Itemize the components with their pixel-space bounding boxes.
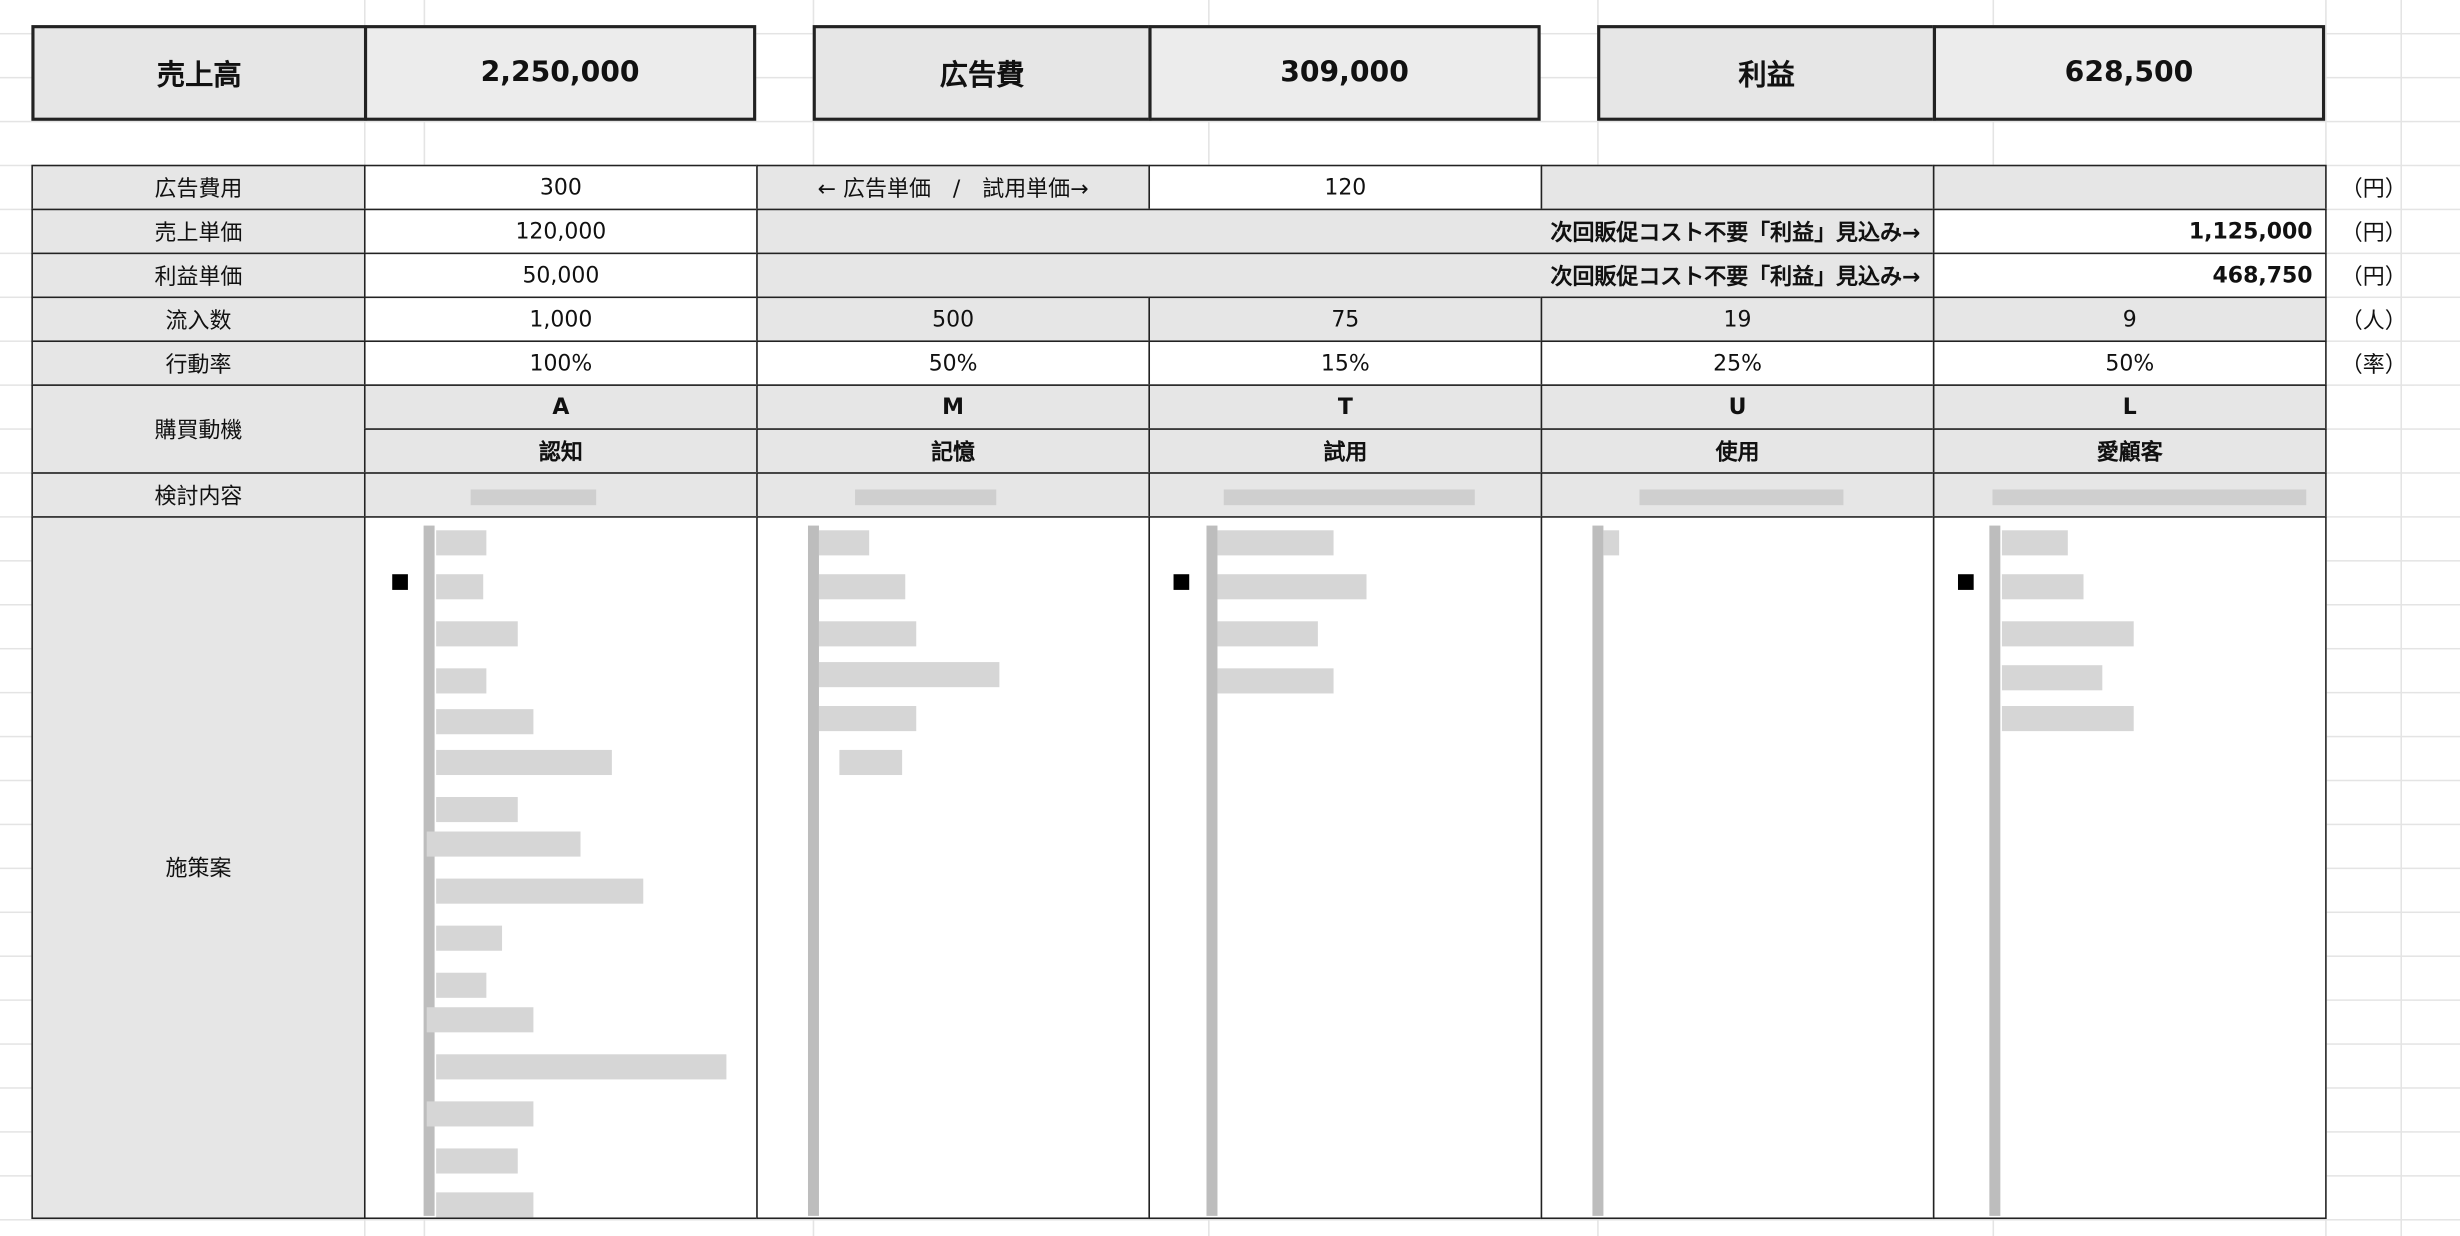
blurred-text xyxy=(818,621,917,647)
marker xyxy=(392,574,408,590)
summary-value: 628,500 xyxy=(1932,25,2326,121)
blurred-text xyxy=(436,878,644,904)
cell: 50% xyxy=(756,340,1151,386)
marker xyxy=(1957,574,1974,590)
blurred-text xyxy=(436,709,534,735)
blurred-text xyxy=(818,706,917,732)
row-label: 広告費用 xyxy=(31,164,366,211)
cell: 1,125,000 xyxy=(1932,208,2327,255)
cell: 9 xyxy=(1932,296,2327,343)
blurred-text xyxy=(855,489,997,506)
blurred-text xyxy=(2001,530,2068,556)
blurred-text xyxy=(436,668,487,694)
unit: （人） xyxy=(2340,309,2407,335)
blurred-text xyxy=(436,574,484,600)
blurred-text xyxy=(1603,530,1620,556)
motive-letter: A xyxy=(363,384,758,430)
cell: 15% xyxy=(1148,340,1543,386)
row-label: 購買動機 xyxy=(31,384,366,474)
row-label: 売上単価 xyxy=(31,208,366,255)
motive-letter: T xyxy=(1148,384,1543,430)
cell: 300 xyxy=(363,164,758,211)
blurred-text xyxy=(818,662,1000,688)
blurred-text xyxy=(818,530,870,556)
blurred-text xyxy=(1639,489,1844,506)
row-label: 行動率 xyxy=(31,340,366,386)
motive-letter: M xyxy=(756,384,1151,430)
blurred-text xyxy=(436,530,487,556)
blurred-text xyxy=(1217,574,1367,600)
blurred-text xyxy=(470,489,597,506)
cell: 75 xyxy=(1148,296,1543,343)
cell: 120 xyxy=(1148,164,1543,211)
cell: 次回販促コスト不要「利益」見込み→ xyxy=(756,252,1935,299)
cell xyxy=(1932,164,2327,211)
motive-stage: 記憶 xyxy=(756,428,1151,474)
gridline xyxy=(2400,0,2402,1236)
marker xyxy=(1173,574,1190,590)
unit: （円） xyxy=(2340,221,2407,247)
plan-cell xyxy=(1540,516,1935,1220)
blurred-text xyxy=(1223,489,1475,506)
summary-label: 売上高 xyxy=(31,25,368,121)
blurred-text xyxy=(436,621,518,647)
blurred-text xyxy=(1217,621,1318,647)
blurred-text xyxy=(2001,665,2103,691)
blurred-text xyxy=(2001,706,2134,732)
cell: 50% xyxy=(1932,340,2327,386)
cell: 500 xyxy=(756,296,1151,343)
blurred-text xyxy=(818,574,906,600)
cell: 1,000 xyxy=(363,296,758,343)
row-label: 利益単価 xyxy=(31,252,366,299)
cell: 120,000 xyxy=(363,208,758,255)
blurred-text xyxy=(436,1148,518,1174)
summary-label: 広告費 xyxy=(812,25,1152,121)
unit: （円） xyxy=(2340,265,2407,291)
blurred-text xyxy=(436,749,612,776)
blurred-text xyxy=(1217,668,1334,694)
column-bar xyxy=(1206,525,1218,1216)
row-label: 施策案 xyxy=(31,516,366,1220)
blurred-text xyxy=(426,831,581,857)
blurred-text xyxy=(436,1054,727,1080)
motive-stage: 試用 xyxy=(1148,428,1543,474)
row-label: 検討内容 xyxy=(31,472,366,518)
unit: （率） xyxy=(2340,353,2407,379)
motive-stage: 使用 xyxy=(1540,428,1935,474)
blurred-text xyxy=(436,972,487,998)
blurred-text xyxy=(1992,489,2307,506)
cell xyxy=(1540,164,1935,211)
blurred-text xyxy=(426,1007,534,1033)
cell: ← 広告単価 / 試用単価→ xyxy=(756,164,1151,211)
cell: 25% xyxy=(1540,340,1935,386)
blurred-text xyxy=(426,1101,534,1127)
cell: 468,750 xyxy=(1932,252,2327,299)
motive-stage: 認知 xyxy=(363,428,758,474)
motive-stage: 愛顧客 xyxy=(1932,428,2327,474)
summary-value: 309,000 xyxy=(1148,25,1541,121)
column-bar xyxy=(1592,525,1604,1216)
cell: 50,000 xyxy=(363,252,758,299)
summary-value: 2,250,000 xyxy=(363,25,757,121)
column-bar xyxy=(1989,525,2001,1216)
unit: （円） xyxy=(2340,177,2407,203)
blurred-text xyxy=(2001,574,2084,600)
blurred-text xyxy=(1217,530,1334,556)
blurred-text xyxy=(436,797,518,823)
column-bar xyxy=(807,525,819,1216)
cell: 100% xyxy=(363,340,758,386)
row-label: 流入数 xyxy=(31,296,366,343)
cell: 次回販促コスト不要「利益」見込み→ xyxy=(756,208,1935,255)
blurred-text xyxy=(839,749,903,776)
cell: 19 xyxy=(1540,296,1935,343)
column-bar xyxy=(423,525,435,1216)
motive-letter: L xyxy=(1932,384,2327,430)
blurred-text xyxy=(436,925,503,951)
blurred-text xyxy=(436,1192,534,1218)
blurred-text xyxy=(2001,621,2134,647)
motive-letter: U xyxy=(1540,384,1935,430)
summary-label: 利益 xyxy=(1597,25,1937,121)
